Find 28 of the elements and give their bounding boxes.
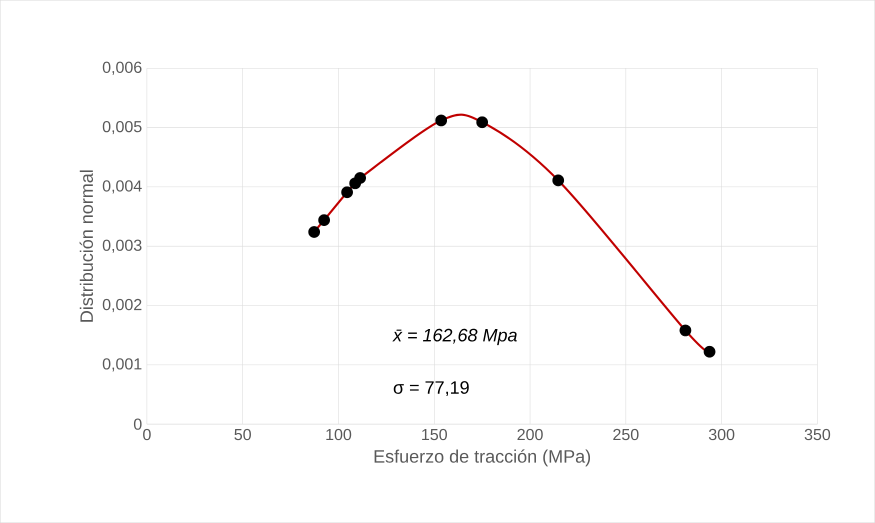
point: [318, 214, 330, 226]
y-axis-title: Distribución normal: [80, 170, 94, 322]
annotation: σ = 77,19: [394, 381, 469, 396]
point: [308, 226, 320, 238]
x-tick-label: 300: [708, 428, 734, 440]
y-tick-label: 0,006: [102, 62, 142, 75]
x-tick-label: 100: [326, 428, 352, 440]
point: [704, 346, 716, 358]
point: [552, 174, 564, 186]
point: [341, 186, 353, 198]
point: [435, 114, 448, 126]
y-tick-label: 0,004: [102, 180, 142, 194]
x-tick-label: 150: [422, 428, 447, 440]
x-axis-title: Esfuerzo de tracción (MPa): [374, 449, 590, 466]
y-tick-label: 0,003: [102, 240, 142, 253]
x-tick-label: 50: [234, 428, 251, 440]
point: [354, 172, 366, 184]
y-tick-label: 0,001: [102, 358, 142, 372]
x-tick-label: 250: [613, 428, 639, 440]
y-tick-label: 0: [134, 418, 142, 430]
x-tick-label: 350: [804, 428, 830, 440]
x-tick-label: 200: [518, 428, 543, 440]
point: [680, 324, 692, 336]
y-tick-label: 0,005: [102, 120, 142, 134]
annotation: x̄ = 162,68 Mpa: [392, 328, 517, 346]
point: [476, 116, 488, 128]
x-tick-label: 0: [143, 428, 151, 440]
y-tick-label: 0,002: [102, 298, 142, 312]
